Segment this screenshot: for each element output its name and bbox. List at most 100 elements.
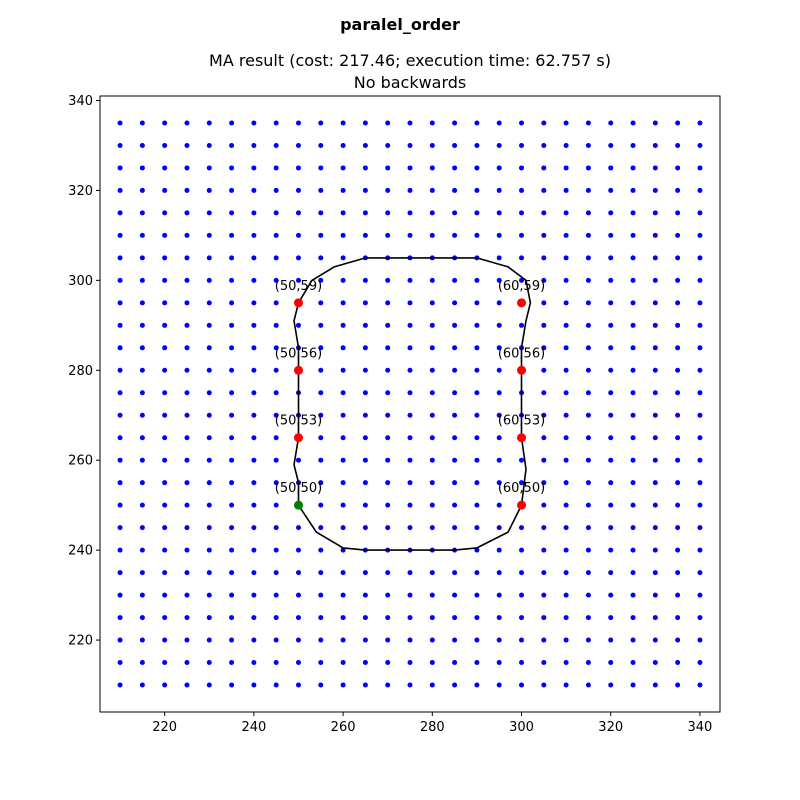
grid-point	[229, 367, 235, 373]
grid-point	[385, 502, 391, 508]
grid-point	[385, 322, 391, 328]
grid-point	[407, 502, 413, 508]
grid-point	[139, 480, 145, 486]
grid-point	[563, 390, 569, 396]
grid-point	[407, 592, 413, 598]
grid-point	[184, 277, 190, 283]
grid-point	[340, 277, 346, 283]
grid-point	[541, 322, 547, 328]
grid-point	[318, 277, 324, 283]
grid-point	[162, 210, 168, 216]
grid-point	[652, 682, 658, 688]
grid-point	[206, 570, 212, 576]
grid-point	[385, 637, 391, 643]
grid-point	[362, 345, 368, 351]
grid-point	[162, 322, 168, 328]
grid-point	[630, 345, 636, 351]
grid-point	[474, 187, 480, 193]
grid-point	[340, 592, 346, 598]
grid-point	[162, 637, 168, 643]
grid-point	[541, 660, 547, 666]
grid-point	[630, 277, 636, 283]
grid-point	[429, 322, 435, 328]
node-label: (50,53)	[275, 414, 322, 429]
grid-point	[206, 412, 212, 418]
grid-point	[608, 592, 614, 598]
grid-point	[385, 592, 391, 598]
grid-point	[585, 142, 591, 148]
grid-point	[206, 165, 212, 171]
grid-point	[452, 637, 458, 643]
grid-point	[585, 570, 591, 576]
node-point	[517, 433, 527, 443]
grid-point	[362, 525, 368, 531]
grid-point	[206, 322, 212, 328]
grid-point	[295, 255, 301, 261]
grid-point	[496, 435, 502, 441]
grid-point	[273, 525, 279, 531]
grid-point	[184, 525, 190, 531]
grid-point	[608, 660, 614, 666]
grid-point	[652, 570, 658, 576]
grid-point	[295, 570, 301, 576]
grid-point	[251, 547, 257, 553]
grid-point	[652, 412, 658, 418]
grid-point	[273, 412, 279, 418]
grid-point	[162, 615, 168, 621]
grid-point	[608, 502, 614, 508]
x-tick-label: 220	[152, 720, 177, 735]
grid-point	[429, 165, 435, 171]
grid-point	[273, 435, 279, 441]
grid-point	[273, 187, 279, 193]
node-label: (50,59)	[275, 279, 322, 294]
grid-point	[385, 570, 391, 576]
grid-point	[563, 367, 569, 373]
grid-point	[675, 525, 681, 531]
grid-point	[407, 210, 413, 216]
grid-point	[630, 435, 636, 441]
grid-point	[139, 525, 145, 531]
grid-point	[117, 637, 123, 643]
grid-point	[541, 570, 547, 576]
grid-point	[630, 187, 636, 193]
grid-point	[229, 187, 235, 193]
grid-point	[608, 187, 614, 193]
grid-point	[385, 187, 391, 193]
grid-point	[452, 615, 458, 621]
grid-point	[496, 637, 502, 643]
grid-point	[318, 525, 324, 531]
grid-point	[362, 502, 368, 508]
grid-point	[675, 502, 681, 508]
grid-point	[519, 592, 525, 598]
x-tick-label: 280	[420, 720, 445, 735]
grid-point	[608, 210, 614, 216]
grid-point	[630, 367, 636, 373]
grid-point	[541, 457, 547, 463]
grid-point	[139, 570, 145, 576]
grid-point	[563, 322, 569, 328]
grid-point	[407, 142, 413, 148]
grid-point	[340, 525, 346, 531]
grid-point	[407, 615, 413, 621]
grid-point	[318, 615, 324, 621]
grid-point	[474, 660, 480, 666]
grid-point	[496, 547, 502, 553]
grid-point	[496, 367, 502, 373]
grid-point	[652, 345, 658, 351]
grid-point	[229, 480, 235, 486]
grid-point	[340, 187, 346, 193]
grid-point	[652, 255, 658, 261]
grid-point	[675, 547, 681, 553]
grid-point	[429, 592, 435, 598]
grid-point	[184, 255, 190, 261]
grid-point	[652, 592, 658, 598]
grid-point	[675, 300, 681, 306]
grid-point	[162, 592, 168, 598]
grid-point	[496, 525, 502, 531]
grid-point	[184, 412, 190, 418]
grid-point	[362, 165, 368, 171]
grid-point	[474, 412, 480, 418]
grid-point	[206, 187, 212, 193]
grid-point	[318, 367, 324, 373]
grid-point	[251, 345, 257, 351]
